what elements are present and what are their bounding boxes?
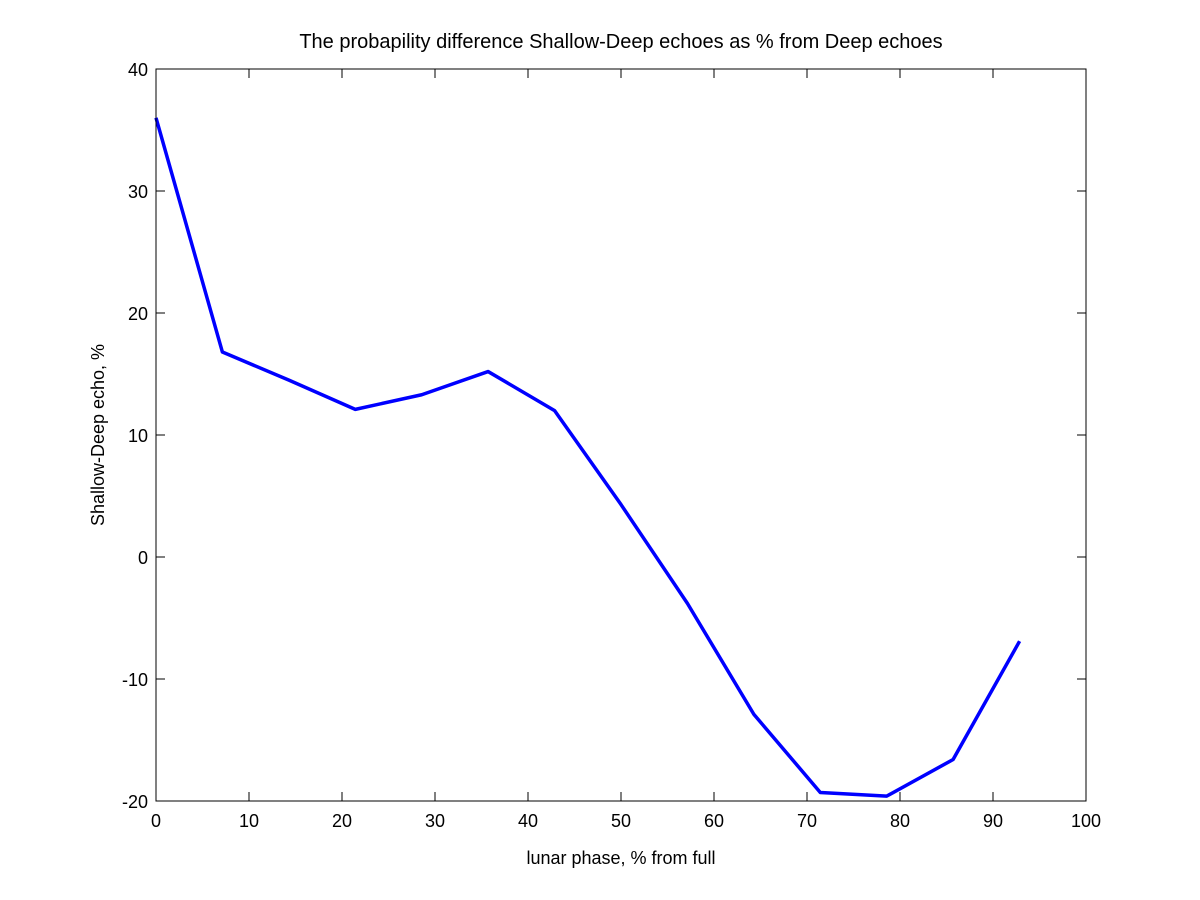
y-tick-label: 30	[128, 182, 148, 202]
x-tick-label: 70	[797, 811, 817, 831]
x-tick-label: 10	[239, 811, 259, 831]
x-tick-label: 40	[518, 811, 538, 831]
x-tick-label: 50	[611, 811, 631, 831]
plot-frame	[155, 68, 1087, 802]
y-tick-label: -20	[122, 792, 148, 812]
x-tick-label: 0	[151, 811, 161, 831]
y-tick-label: 40	[128, 60, 148, 80]
x-tick-label: 80	[890, 811, 910, 831]
x-axis-label: lunar phase, % from full	[526, 848, 715, 868]
x-tick-label: 60	[704, 811, 724, 831]
y-tick-label: -10	[122, 670, 148, 690]
y-tick-label: 20	[128, 304, 148, 324]
y-tick-label: 0	[138, 548, 148, 568]
x-tick-label: 30	[425, 811, 445, 831]
y-tick-label: 10	[128, 426, 148, 446]
y-axis-label: Shallow-Deep echo, %	[88, 344, 108, 526]
x-tick-label: 20	[332, 811, 352, 831]
x-tick-label: 100	[1071, 811, 1101, 831]
chart-title: The probapility difference Shallow-Deep …	[299, 31, 942, 53]
data-line	[154, 117, 1022, 798]
x-tick-label: 90	[983, 811, 1003, 831]
